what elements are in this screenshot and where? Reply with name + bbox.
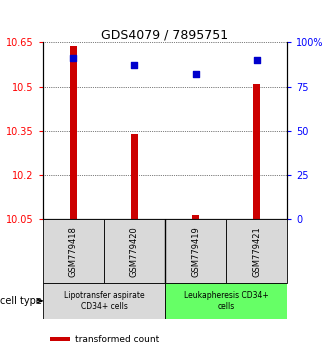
Text: GSM779419: GSM779419 — [191, 226, 200, 277]
Text: Lipotransfer aspirate
CD34+ cells: Lipotransfer aspirate CD34+ cells — [64, 291, 144, 310]
Text: Leukapheresis CD34+
cells: Leukapheresis CD34+ cells — [184, 291, 268, 310]
Point — [254, 57, 259, 63]
Bar — [104, 219, 165, 283]
Bar — [131, 134, 138, 219]
Text: cell type: cell type — [0, 296, 42, 306]
Title: GDS4079 / 7895751: GDS4079 / 7895751 — [101, 28, 229, 41]
Text: GSM779418: GSM779418 — [69, 226, 78, 277]
Bar — [165, 219, 226, 283]
Bar — [226, 219, 287, 283]
Text: GSM779421: GSM779421 — [252, 226, 261, 277]
Point — [132, 63, 137, 68]
Bar — [253, 84, 260, 219]
Text: GSM779420: GSM779420 — [130, 226, 139, 277]
Bar — [43, 219, 104, 283]
Bar — [70, 46, 77, 219]
Text: transformed count: transformed count — [75, 335, 159, 344]
Bar — [192, 215, 199, 219]
Bar — [43, 283, 165, 319]
Bar — [50, 337, 70, 341]
Point — [71, 56, 76, 61]
Point — [193, 72, 198, 77]
Bar — [165, 283, 287, 319]
